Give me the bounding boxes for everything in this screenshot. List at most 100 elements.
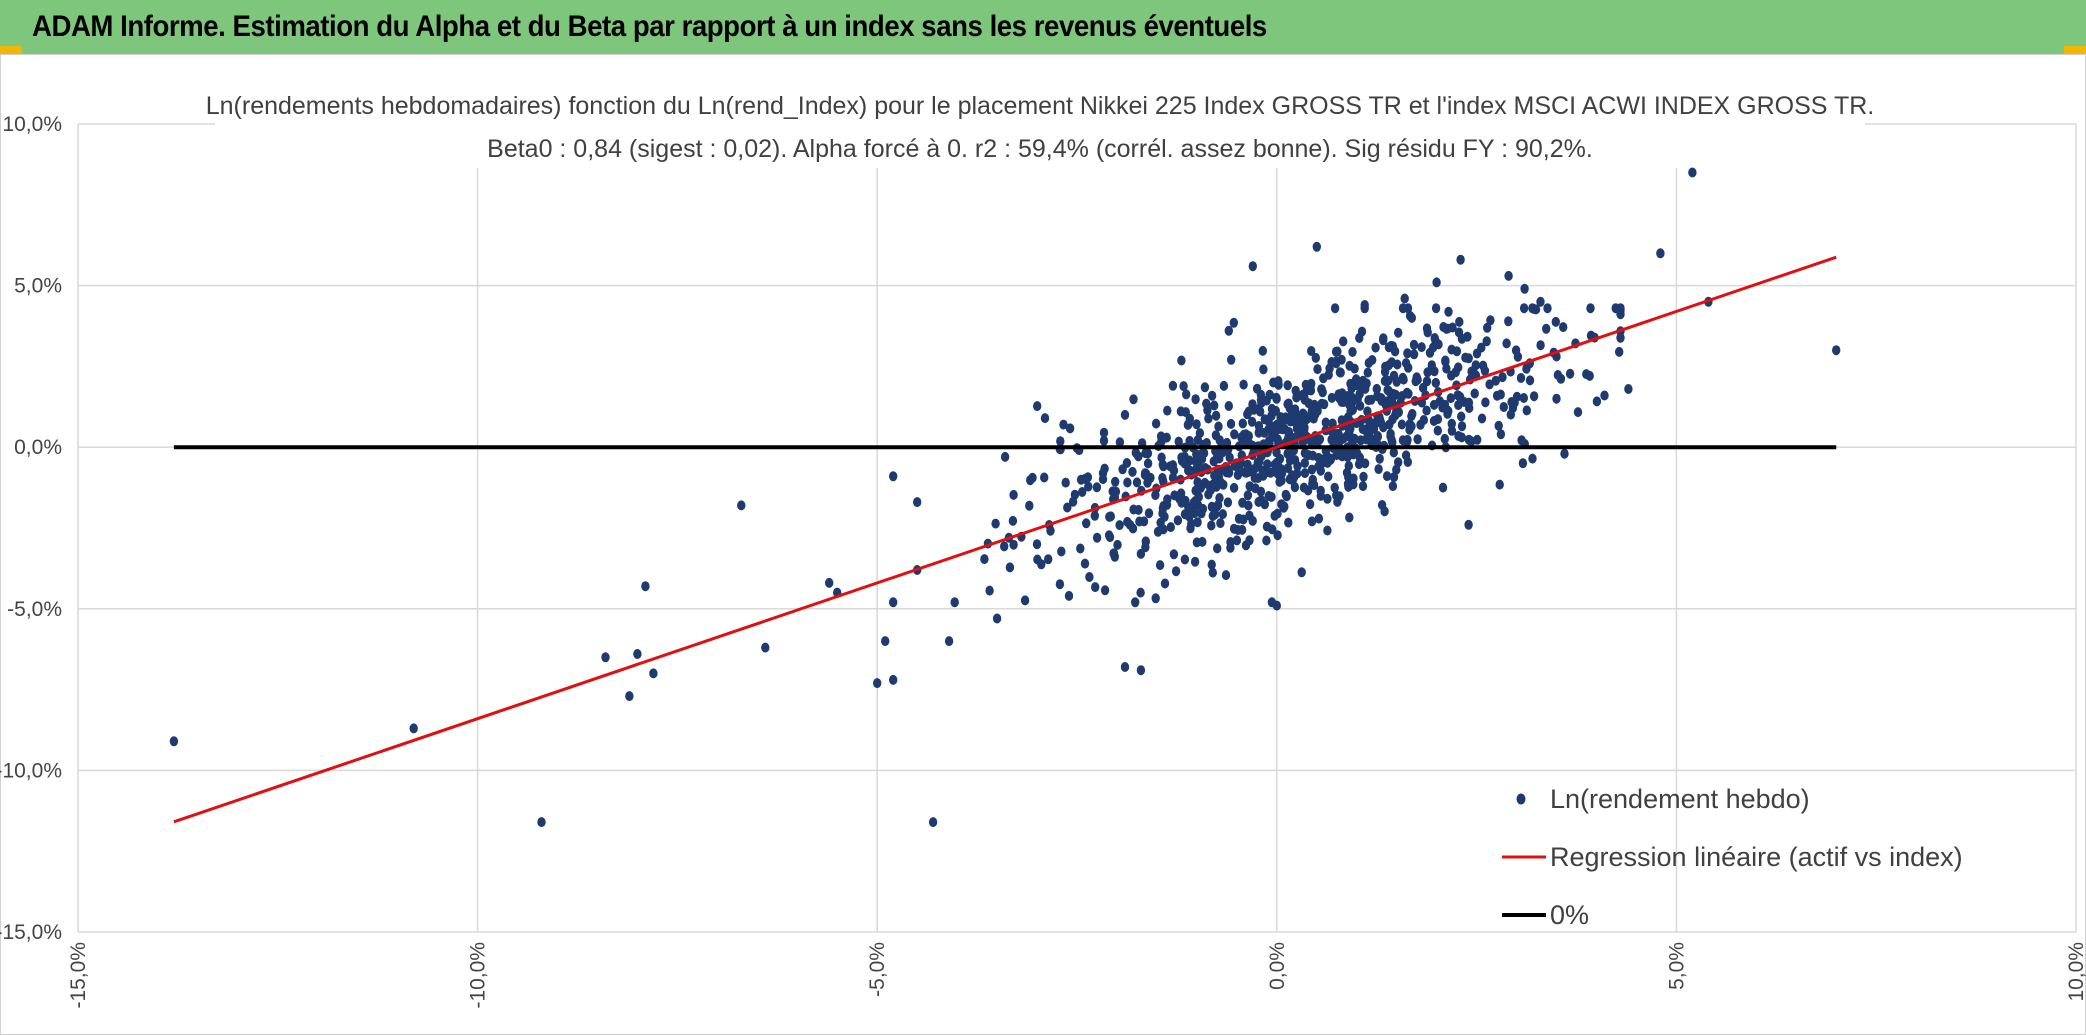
scatter-point <box>1339 336 1348 347</box>
scatter-point <box>1186 523 1195 534</box>
scatter-point <box>1221 570 1231 581</box>
scatter-point <box>1300 422 1309 433</box>
scatter-point <box>1300 468 1310 479</box>
scatter-point <box>1353 393 1362 404</box>
scatter-point <box>1502 338 1511 349</box>
scatter-point <box>1472 348 1482 359</box>
scatter-point <box>1504 316 1513 327</box>
scatter-point <box>1092 532 1102 543</box>
scatter-point <box>1170 490 1179 501</box>
scatter-point <box>1359 471 1368 482</box>
scatter-point <box>1444 306 1453 317</box>
scatter-point <box>913 497 922 508</box>
scatter-point <box>737 500 746 511</box>
scatter-point <box>1363 406 1372 417</box>
scatter-point <box>537 817 546 828</box>
scatter-point <box>1193 435 1203 445</box>
scatter-point <box>1319 373 1328 384</box>
scatter-point <box>825 577 834 588</box>
scatter-point <box>1223 497 1233 508</box>
scatter-point <box>1270 431 1279 442</box>
scatter-point <box>1492 390 1502 401</box>
scatter-point <box>1080 474 1090 484</box>
scatter-point <box>1432 277 1441 288</box>
scatter-point <box>1307 346 1316 356</box>
scatter-point <box>1163 405 1172 416</box>
scatter-point <box>1118 464 1127 475</box>
title-background <box>215 86 1865 168</box>
scatter-point <box>1403 434 1412 445</box>
scatter-point <box>1256 406 1265 417</box>
scatter-point <box>1454 327 1464 338</box>
scatter-point <box>1100 585 1110 596</box>
scatter-point <box>1471 369 1480 380</box>
y-tick-label: 0,0% <box>14 436 62 459</box>
scatter-point <box>1267 403 1277 414</box>
scatter-point <box>1144 508 1154 519</box>
scatter-point <box>1158 459 1168 470</box>
scatter-point <box>1350 363 1359 374</box>
scatter-point <box>1207 559 1216 570</box>
scatter-point <box>1115 520 1124 531</box>
x-tick-label: 10,0% <box>2065 942 2086 1002</box>
scatter-point <box>1525 375 1535 386</box>
scatter-point <box>1244 500 1253 511</box>
scatter-point <box>1389 472 1399 483</box>
scatter-point <box>1135 516 1144 527</box>
scatter-point <box>1401 358 1411 369</box>
scatter-point <box>1248 261 1258 272</box>
scatter-point <box>1285 474 1295 485</box>
scatter-point <box>1208 567 1218 578</box>
scatter-point <box>1213 500 1223 510</box>
scatter-point <box>1379 333 1388 344</box>
scatter-point <box>1327 392 1337 403</box>
scatter-point <box>1141 542 1150 553</box>
scatter-point <box>1392 376 1401 387</box>
scatter-point <box>1491 375 1501 386</box>
scatter-point <box>1292 392 1301 403</box>
scatter-point <box>1176 488 1186 499</box>
scatter-point <box>1335 491 1344 502</box>
scatter-point <box>1277 464 1286 475</box>
scatter-point <box>1099 427 1109 438</box>
scatter-point <box>1441 355 1450 366</box>
scatter-point <box>1400 293 1409 304</box>
series-lines <box>173 255 1837 824</box>
scatter-point <box>1193 517 1202 528</box>
scatter-point <box>1364 358 1374 368</box>
scatter-point <box>1427 360 1437 371</box>
scatter-point <box>1255 456 1264 467</box>
scatter-point <box>1616 305 1625 316</box>
scatter-point <box>1234 513 1244 524</box>
scatter-point <box>1190 556 1200 567</box>
scatter-point <box>1290 482 1300 493</box>
scatter-point <box>1429 416 1439 426</box>
scatter-point <box>1355 377 1364 388</box>
scatter-point <box>1442 363 1451 374</box>
scatter-point <box>1215 435 1224 446</box>
scatter-point <box>1496 429 1506 440</box>
scatter-point <box>1586 303 1595 314</box>
scatter-point <box>1551 316 1561 327</box>
scatter-point <box>1463 331 1472 342</box>
scatter-point <box>409 723 418 734</box>
scatter-point <box>1063 502 1072 513</box>
scatter-point <box>1422 376 1432 387</box>
scatter-point <box>1494 420 1503 431</box>
scatter-point <box>1520 283 1529 294</box>
y-tick-label: 10,0% <box>2 113 62 136</box>
scatter-point <box>1274 376 1283 387</box>
scatter-point <box>1192 449 1201 460</box>
scatter-point <box>1055 579 1065 590</box>
scatter-point <box>1099 435 1109 446</box>
scatter-point <box>1536 340 1545 351</box>
scatter-point <box>1136 587 1145 598</box>
scatter-point <box>1559 322 1568 333</box>
scatter-point <box>1482 336 1491 347</box>
scatter-point <box>980 554 989 565</box>
scatter-point <box>1171 566 1181 577</box>
scatter-point <box>1184 511 1194 522</box>
scatter-point <box>1025 500 1034 511</box>
scatter-point <box>1832 345 1841 356</box>
scatter-point <box>1239 379 1248 390</box>
